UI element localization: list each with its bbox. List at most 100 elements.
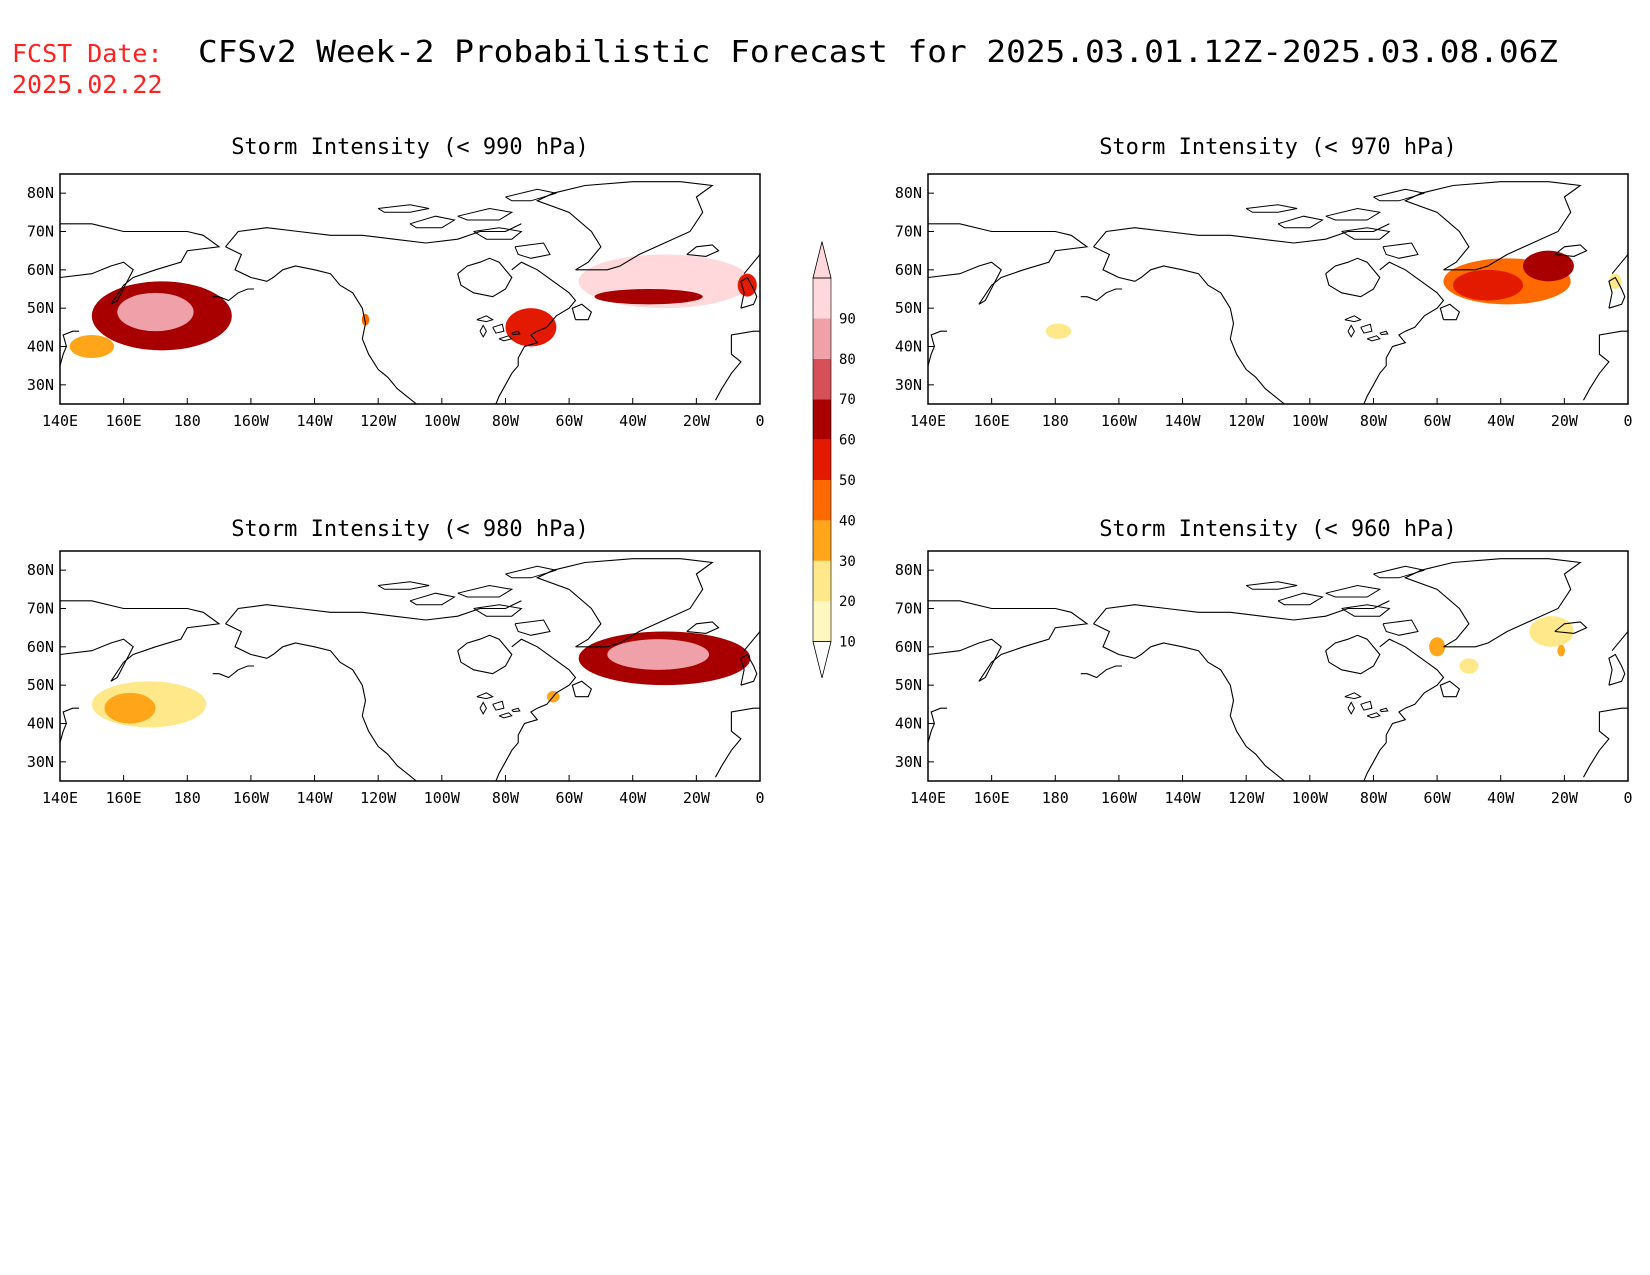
coastline [1554, 621, 1588, 634]
lat-tick-label: 50N [895, 676, 922, 694]
lon-tick-label: 80W [492, 789, 520, 807]
coastline [514, 619, 551, 636]
coastline [1611, 254, 1628, 275]
lake-outline [1344, 692, 1362, 700]
map-panels: Storm Intensity (< 990 hPa) 140E 160E 180 16… [27, 135, 1633, 807]
colorbar-swatch [813, 520, 831, 561]
map-panel: Storm Intensity (< 990 hPa) 140E 160E 180 16… [27, 135, 765, 430]
lon-tick-label: 140E [910, 789, 946, 807]
lat-tick-label: 50N [27, 299, 54, 317]
lake-outline [476, 315, 494, 323]
main-title: CFSv2 Week-2 Probabilistic Forecast for … [198, 35, 1558, 70]
coastline [60, 330, 80, 366]
lon-tick-label: 0 [755, 789, 764, 807]
lon-tick-label: 180 [174, 789, 201, 807]
probability-area [104, 692, 156, 724]
lat-tick-label: 60N [27, 261, 54, 279]
lon-tick-label: 100W [1292, 412, 1329, 430]
probability-area [1557, 644, 1565, 657]
panel-title: Storm Intensity (< 960 hPa) [1099, 517, 1457, 542]
coastline [495, 638, 577, 781]
lon-tick-label: 140W [1164, 789, 1201, 807]
lon-tick-label: 160W [233, 412, 270, 430]
panel-title: Storm Intensity (< 980 hPa) [231, 517, 589, 542]
colorbar-label: 10 [839, 635, 856, 651]
fcst-date-label: FCST Date: [12, 39, 163, 68]
lake-outline [498, 335, 513, 342]
lon-tick-label: 180 [174, 412, 201, 430]
map-panel: Storm Intensity (< 980 hPa) 140E 160E 180 16… [27, 517, 765, 807]
probability-area [594, 289, 703, 305]
colorbar-swatch [813, 560, 831, 602]
probability-area [505, 308, 557, 347]
coastline [225, 223, 522, 248]
coastline [1245, 204, 1298, 213]
lon-tick-label: 40W [619, 789, 647, 807]
lat-tick-label: 60N [27, 638, 54, 656]
coastline [409, 215, 456, 229]
lat-tick-label: 70N [895, 223, 922, 241]
coastline [514, 242, 551, 259]
coastline [1277, 592, 1324, 606]
lon-tick-label: 180 [1042, 412, 1069, 430]
coastline [740, 653, 758, 686]
lon-tick-label: 140E [42, 789, 78, 807]
colorbar-label: 90 [839, 311, 856, 327]
lon-tick-label: 60W [1424, 412, 1452, 430]
coastline [928, 707, 948, 743]
coastline [1611, 631, 1628, 652]
coastline [1373, 565, 1425, 579]
coastline [571, 303, 593, 321]
coastline [571, 680, 593, 698]
coastline [473, 604, 523, 617]
coastline [505, 565, 557, 579]
lat-tick-label: 50N [27, 676, 54, 694]
lon-tick-label: 80W [492, 412, 520, 430]
probability-area [1529, 616, 1574, 647]
lon-tick-label: 120W [1228, 789, 1265, 807]
coastline [60, 707, 80, 743]
colorbar-swatch [813, 358, 831, 400]
lat-tick-label: 40N [27, 715, 54, 733]
lat-tick-label: 70N [27, 600, 54, 618]
lat-tick-label: 80N [895, 184, 922, 202]
lake-outline [492, 323, 505, 334]
lon-tick-label: 40W [619, 412, 647, 430]
lat-tick-label: 40N [27, 338, 54, 356]
coastline [686, 621, 720, 634]
lat-tick-label: 80N [895, 561, 922, 579]
lat-tick-label: 30N [895, 376, 922, 394]
coastline [495, 261, 577, 404]
lake-outline [1347, 324, 1355, 338]
coastline [743, 631, 760, 652]
probability-area [1608, 273, 1622, 290]
lon-tick-label: 80W [1360, 412, 1388, 430]
coastline [1439, 680, 1461, 698]
coastline [457, 584, 514, 598]
lat-tick-label: 60N [895, 261, 922, 279]
coastline [1403, 558, 1582, 648]
lon-tick-label: 140E [910, 412, 946, 430]
coastline [1554, 244, 1588, 257]
coastline [60, 600, 221, 682]
lon-tick-label: 160E [974, 412, 1010, 430]
coastline [457, 257, 513, 298]
lat-tick-label: 80N [27, 561, 54, 579]
fcst-date-value: 2025.02.22 [12, 70, 163, 99]
lon-tick-label: 160E [974, 789, 1010, 807]
coastline [1583, 707, 1628, 778]
lon-tick-label: 60W [556, 789, 584, 807]
lon-tick-label: 0 [755, 412, 764, 430]
coastline [1373, 188, 1425, 202]
coastline [473, 227, 523, 240]
probability-area [1459, 658, 1479, 674]
lake-outline [1360, 323, 1373, 334]
coastline [743, 254, 760, 275]
lake-outline [1366, 712, 1381, 719]
lake-outline [479, 324, 487, 338]
lon-tick-label: 160E [106, 412, 142, 430]
probability-area [1453, 269, 1523, 301]
lon-tick-label: 80W [1360, 789, 1388, 807]
lon-tick-label: 160W [1101, 412, 1138, 430]
map-panel: Storm Intensity (< 960 hPa) 140E 160E 180 16… [895, 517, 1633, 807]
